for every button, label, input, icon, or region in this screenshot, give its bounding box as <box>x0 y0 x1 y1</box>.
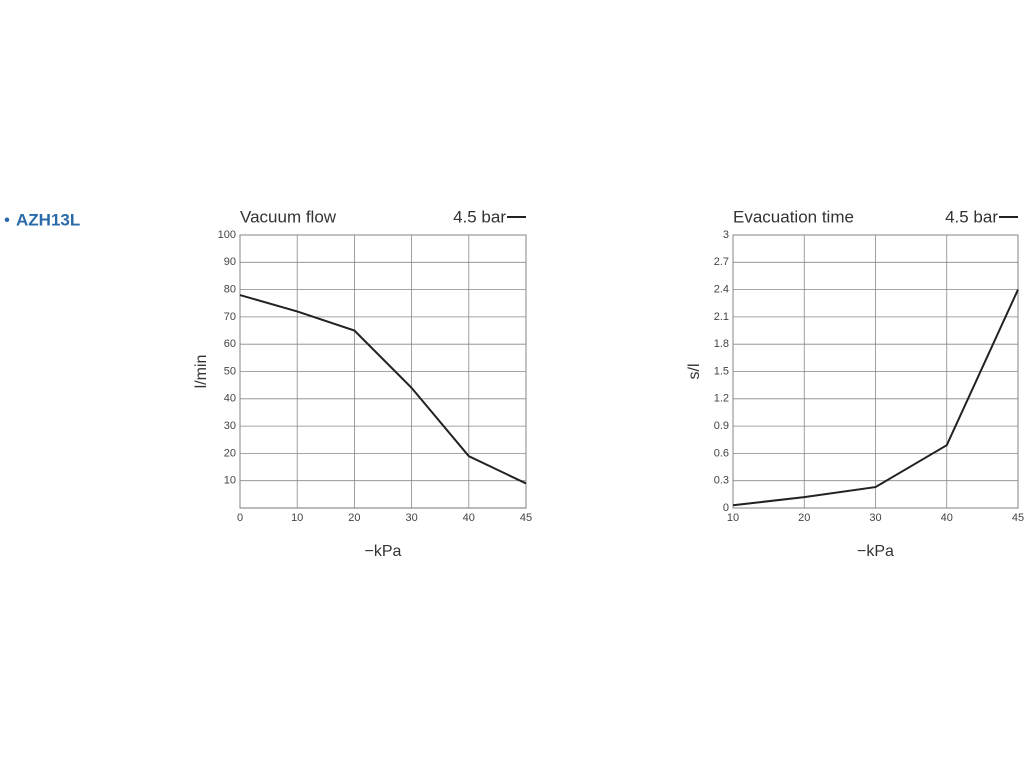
y-tick-label: 2.7 <box>714 256 729 268</box>
y-axis-label: l/min <box>193 355 210 389</box>
x-tick-label: 40 <box>941 512 953 524</box>
y-tick-label: 1.5 <box>714 365 729 377</box>
y-tick-label: 70 <box>224 311 236 323</box>
y-tick-label: 2.4 <box>714 284 729 296</box>
y-tick-label: 60 <box>224 338 236 350</box>
x-tick-label: 0 <box>237 512 243 524</box>
y-tick-label: 20 <box>224 447 236 459</box>
x-tick-label: 10 <box>291 512 303 524</box>
y-tick-label: 10 <box>224 475 236 487</box>
header: AZH13L <box>16 210 80 229</box>
chart-title: Evacuation time <box>733 207 854 226</box>
line-series <box>239 294 527 485</box>
legend-label: 4.5 bar <box>453 207 506 226</box>
y-tick-label: 50 <box>224 365 236 377</box>
y-axis-label: s/l <box>686 364 703 380</box>
y-tick-label: 1.8 <box>714 338 729 350</box>
y-tick-label: 0.9 <box>714 420 729 432</box>
y-tick-label: 0.3 <box>714 475 729 487</box>
x-tick-label: 20 <box>348 512 360 524</box>
y-tick-label: 3 <box>723 229 729 241</box>
y-tick-label: 40 <box>224 393 236 405</box>
x-tick-label: 45 <box>520 512 532 524</box>
x-tick-label: 20 <box>798 512 810 524</box>
x-tick-label: 30 <box>869 512 881 524</box>
x-tick-label: 30 <box>405 512 417 524</box>
x-axis-label: −kPa <box>857 543 894 560</box>
x-tick-label: 45 <box>1012 512 1024 524</box>
y-tick-label: 90 <box>224 256 236 268</box>
y-tick-label: 0 <box>723 502 729 514</box>
legend-label: 4.5 bar <box>945 207 998 226</box>
line-series <box>732 289 1019 507</box>
x-axis-label: −kPa <box>365 543 402 560</box>
x-tick-label: 10 <box>727 512 739 524</box>
y-tick-label: 2.1 <box>714 311 729 323</box>
y-tick-label: 1.2 <box>714 393 729 405</box>
y-tick-label: 80 <box>224 284 236 296</box>
y-tick-label: 0.6 <box>714 447 729 459</box>
y-tick-label: 100 <box>218 229 236 241</box>
chart-title: Vacuum flow <box>240 207 337 226</box>
bullet: • <box>4 210 10 229</box>
x-tick-label: 40 <box>463 512 475 524</box>
y-tick-label: 30 <box>224 420 236 432</box>
